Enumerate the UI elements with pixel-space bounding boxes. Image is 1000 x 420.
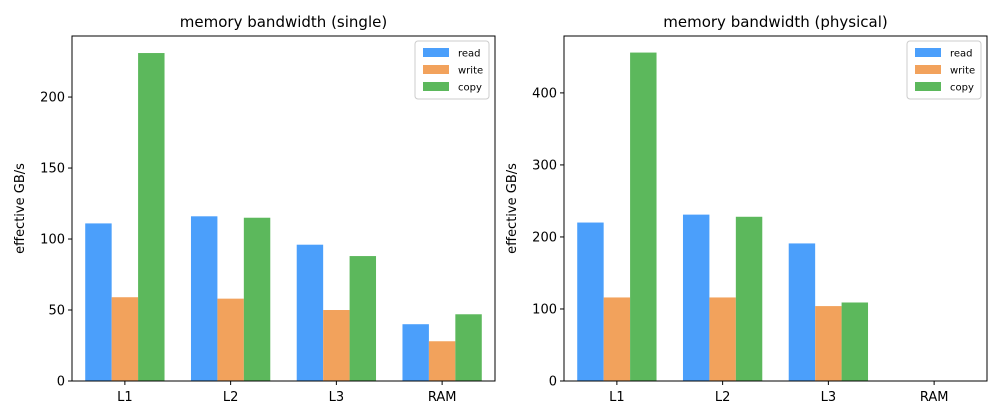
- legend-label-write: write: [458, 66, 483, 77]
- bar-write-L1: [603, 297, 631, 381]
- y-tick-label: 200: [40, 91, 65, 106]
- bar-copy-L2: [243, 217, 271, 381]
- legend-label-read: read: [950, 49, 973, 60]
- bar-copy-L3: [349, 256, 377, 381]
- y-axis-label: effective GB/s: [13, 163, 28, 254]
- x-tick-label: RAM: [920, 390, 949, 405]
- legend: read write copy: [906, 40, 982, 100]
- bar-write-L3: [323, 310, 350, 381]
- y-tick-label: 0: [549, 375, 557, 390]
- bar-copy-RAM: [455, 314, 482, 381]
- x-tick-label: L3: [329, 390, 345, 405]
- chart-panel-single: memory bandwidth (single) effective GB/s 0…: [13, 13, 496, 405]
- y-tick-label: 300: [532, 158, 557, 173]
- bar-write-L1: [111, 297, 139, 381]
- y-tick-label: 100: [40, 233, 65, 248]
- bar-copy-L1: [138, 53, 165, 381]
- bar-read-L1: [85, 223, 112, 381]
- bar-write-RAM: [428, 341, 456, 381]
- legend-label-copy: copy: [458, 83, 482, 94]
- chart-title: memory bandwidth (single): [180, 13, 387, 31]
- x-tick-label: L1: [117, 390, 133, 405]
- chart-title: memory bandwidth (physical): [663, 13, 888, 31]
- legend: read write copy: [414, 40, 490, 100]
- bar-write-L3: [815, 306, 842, 381]
- x-tick-label: L2: [715, 390, 731, 405]
- x-tick-label: L3: [821, 390, 837, 405]
- y-tick-label: 50: [48, 304, 65, 319]
- bar-copy-L2: [735, 216, 763, 381]
- bar-write-L2: [217, 298, 244, 381]
- legend-label-write: write: [950, 66, 975, 77]
- bar-read-L3: [296, 244, 324, 381]
- legend-swatch-read: [915, 48, 941, 57]
- bar-copy-L1: [630, 52, 657, 381]
- bar-write-L2: [709, 297, 736, 381]
- x-tick-label: L1: [609, 390, 625, 405]
- legend-swatch-copy: [915, 82, 941, 91]
- bar-read-RAM: [402, 324, 429, 381]
- y-tick-label: 150: [40, 162, 65, 177]
- legend-swatch-write: [915, 65, 941, 74]
- bar-read-L3: [788, 243, 816, 381]
- axes-frame: [563, 35, 988, 382]
- y-tick-label: 200: [532, 230, 557, 245]
- x-tick-label: L2: [223, 390, 239, 405]
- axes-frame: [71, 35, 496, 382]
- x-tick-label: RAM: [428, 390, 457, 405]
- y-tick-label: 100: [532, 302, 557, 317]
- legend-label-read: read: [458, 49, 481, 60]
- chart-panel-physical: memory bandwidth (physical) effective GB/…: [505, 13, 988, 405]
- legend-label-copy: copy: [950, 83, 974, 94]
- legend-swatch-write: [423, 65, 449, 74]
- legend-swatch-copy: [423, 82, 449, 91]
- y-tick-label: 0: [57, 375, 65, 390]
- bar-copy-L3: [841, 302, 869, 381]
- y-axis-label: effective GB/s: [505, 163, 520, 254]
- bar-read-L2: [190, 216, 218, 381]
- bar-read-L1: [577, 222, 604, 381]
- y-tick-label: 400: [532, 86, 557, 101]
- legend-swatch-read: [423, 48, 449, 57]
- bar-read-L2: [682, 214, 710, 381]
